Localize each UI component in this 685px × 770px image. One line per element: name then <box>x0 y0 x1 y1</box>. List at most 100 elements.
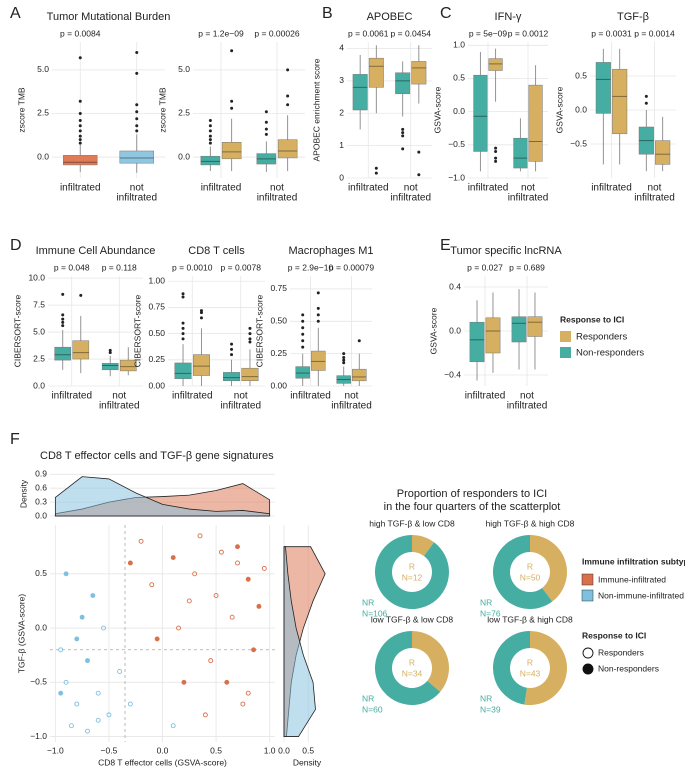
panel-label: D <box>10 237 22 254</box>
chart-title: Tumor specific lncRNA <box>450 245 562 257</box>
point <box>218 549 224 555</box>
outlier <box>199 311 203 315</box>
outlier <box>208 138 212 142</box>
chart-title: APOBEC <box>367 11 413 23</box>
y-tick-label: −1.0 <box>30 731 47 741</box>
outlier <box>135 129 139 133</box>
y-axis-label: GSVA-score <box>432 86 442 133</box>
donut-title: high TGF-β & low CD8 <box>369 518 455 528</box>
y-tick-label: 5.0 <box>37 64 49 74</box>
x-tick-label: infiltrated <box>508 193 549 204</box>
x-tick-label: infiltrated <box>591 183 632 194</box>
y-tick-label: 0.25 <box>270 348 287 358</box>
outlier <box>301 332 305 336</box>
point <box>181 679 187 685</box>
box <box>513 137 528 169</box>
p-value: p = 0.0014 <box>634 28 675 38</box>
p-value: p = 0.689 <box>509 262 545 272</box>
point <box>224 679 230 685</box>
y-tick-label: 0.0 <box>178 151 190 161</box>
y-tick-label: 0.00 <box>148 380 165 390</box>
y-tick-label: 1.00 <box>148 275 165 285</box>
point <box>63 571 69 577</box>
box <box>277 139 298 159</box>
x-tick-label: infiltrated <box>172 391 213 402</box>
x-tick-label: infiltrated <box>465 391 506 402</box>
y-axis-label: Density <box>18 479 28 508</box>
y-tick-label: 0.3 <box>35 496 47 506</box>
outlier <box>61 324 65 328</box>
chart-title: Tumor Mutational Burden <box>47 11 171 23</box>
legend-label: Non-immune-infiltrated <box>598 590 684 600</box>
y-tick-label: 5.0 <box>178 64 190 74</box>
box <box>395 72 411 95</box>
value-label: N=39 <box>480 704 501 714</box>
outlier <box>316 306 320 310</box>
x-tick-label: not <box>130 183 144 194</box>
y-tick-label: 0.0 <box>449 325 461 335</box>
p-value: p = 0.0078 <box>221 262 262 272</box>
donut-title: high TGF-β & high CD8 <box>486 518 575 528</box>
outlier <box>494 146 498 150</box>
point <box>68 723 74 729</box>
p-value: p = 1.2e−09 <box>198 28 244 38</box>
x-tick-label: −0.5 <box>101 745 118 755</box>
box <box>101 363 119 371</box>
p-value: p = 0.00079 <box>329 262 374 272</box>
point <box>95 690 101 696</box>
panel-label: E <box>440 237 451 254</box>
outlier <box>61 317 65 321</box>
y-tick-label: 0 <box>339 172 344 182</box>
outlier <box>357 339 361 343</box>
outlier <box>301 339 305 343</box>
y-tick-label: 0.0 <box>35 622 47 632</box>
chart-title: TGF-β <box>617 11 649 23</box>
box <box>485 317 501 354</box>
outlier <box>78 118 82 122</box>
y-tick-label: 0.5 <box>575 70 587 80</box>
y-tick-label: 0.50 <box>148 328 165 338</box>
outlier <box>401 127 405 131</box>
value-label: N=50 <box>520 572 541 582</box>
box <box>527 316 543 337</box>
outlier <box>286 103 290 107</box>
y-tick-label: 5.0 <box>33 326 45 336</box>
box <box>311 350 326 371</box>
x-tick-label: not <box>648 183 662 194</box>
legend-label: Immune-infiltrated <box>598 574 666 584</box>
y-axis-label: CIBERSORT-score <box>12 294 22 367</box>
outlier <box>79 293 83 297</box>
slice-label: R <box>409 657 415 667</box>
y-tick-label: 1 <box>339 140 344 150</box>
outlier <box>135 117 139 121</box>
y-tick-label: 0.5 <box>35 568 47 578</box>
box <box>174 362 192 379</box>
x-tick-label: not <box>270 183 284 194</box>
point <box>85 728 90 734</box>
donut-slice <box>530 535 567 602</box>
y-tick-label: 0.25 <box>148 354 165 364</box>
density-area <box>283 546 316 737</box>
point <box>74 701 80 707</box>
point <box>170 723 176 729</box>
point <box>261 565 267 571</box>
y-tick-label: 0.0 <box>33 380 45 390</box>
outlier <box>264 110 268 114</box>
y-tick-label: 2.5 <box>178 108 190 118</box>
y-tick-label: 0.5 <box>453 73 465 83</box>
y-tick-label: 0.0 <box>35 510 47 520</box>
point <box>154 636 160 642</box>
donut-slice <box>524 631 568 706</box>
y-tick-label: 0.75 <box>148 302 165 312</box>
outlier <box>135 71 139 75</box>
x-axis-label: Density <box>293 757 322 767</box>
x-tick-label: 1.0 <box>264 745 276 755</box>
legend-label: Responders <box>576 332 627 343</box>
x-tick-label: infiltrated <box>390 193 431 204</box>
outlier <box>401 131 405 135</box>
p-value: p = 0.0010 <box>172 262 213 272</box>
x-tick-label: 0.5 <box>210 745 222 755</box>
legend-symbol <box>582 647 594 659</box>
point <box>106 712 112 718</box>
box <box>256 153 277 165</box>
